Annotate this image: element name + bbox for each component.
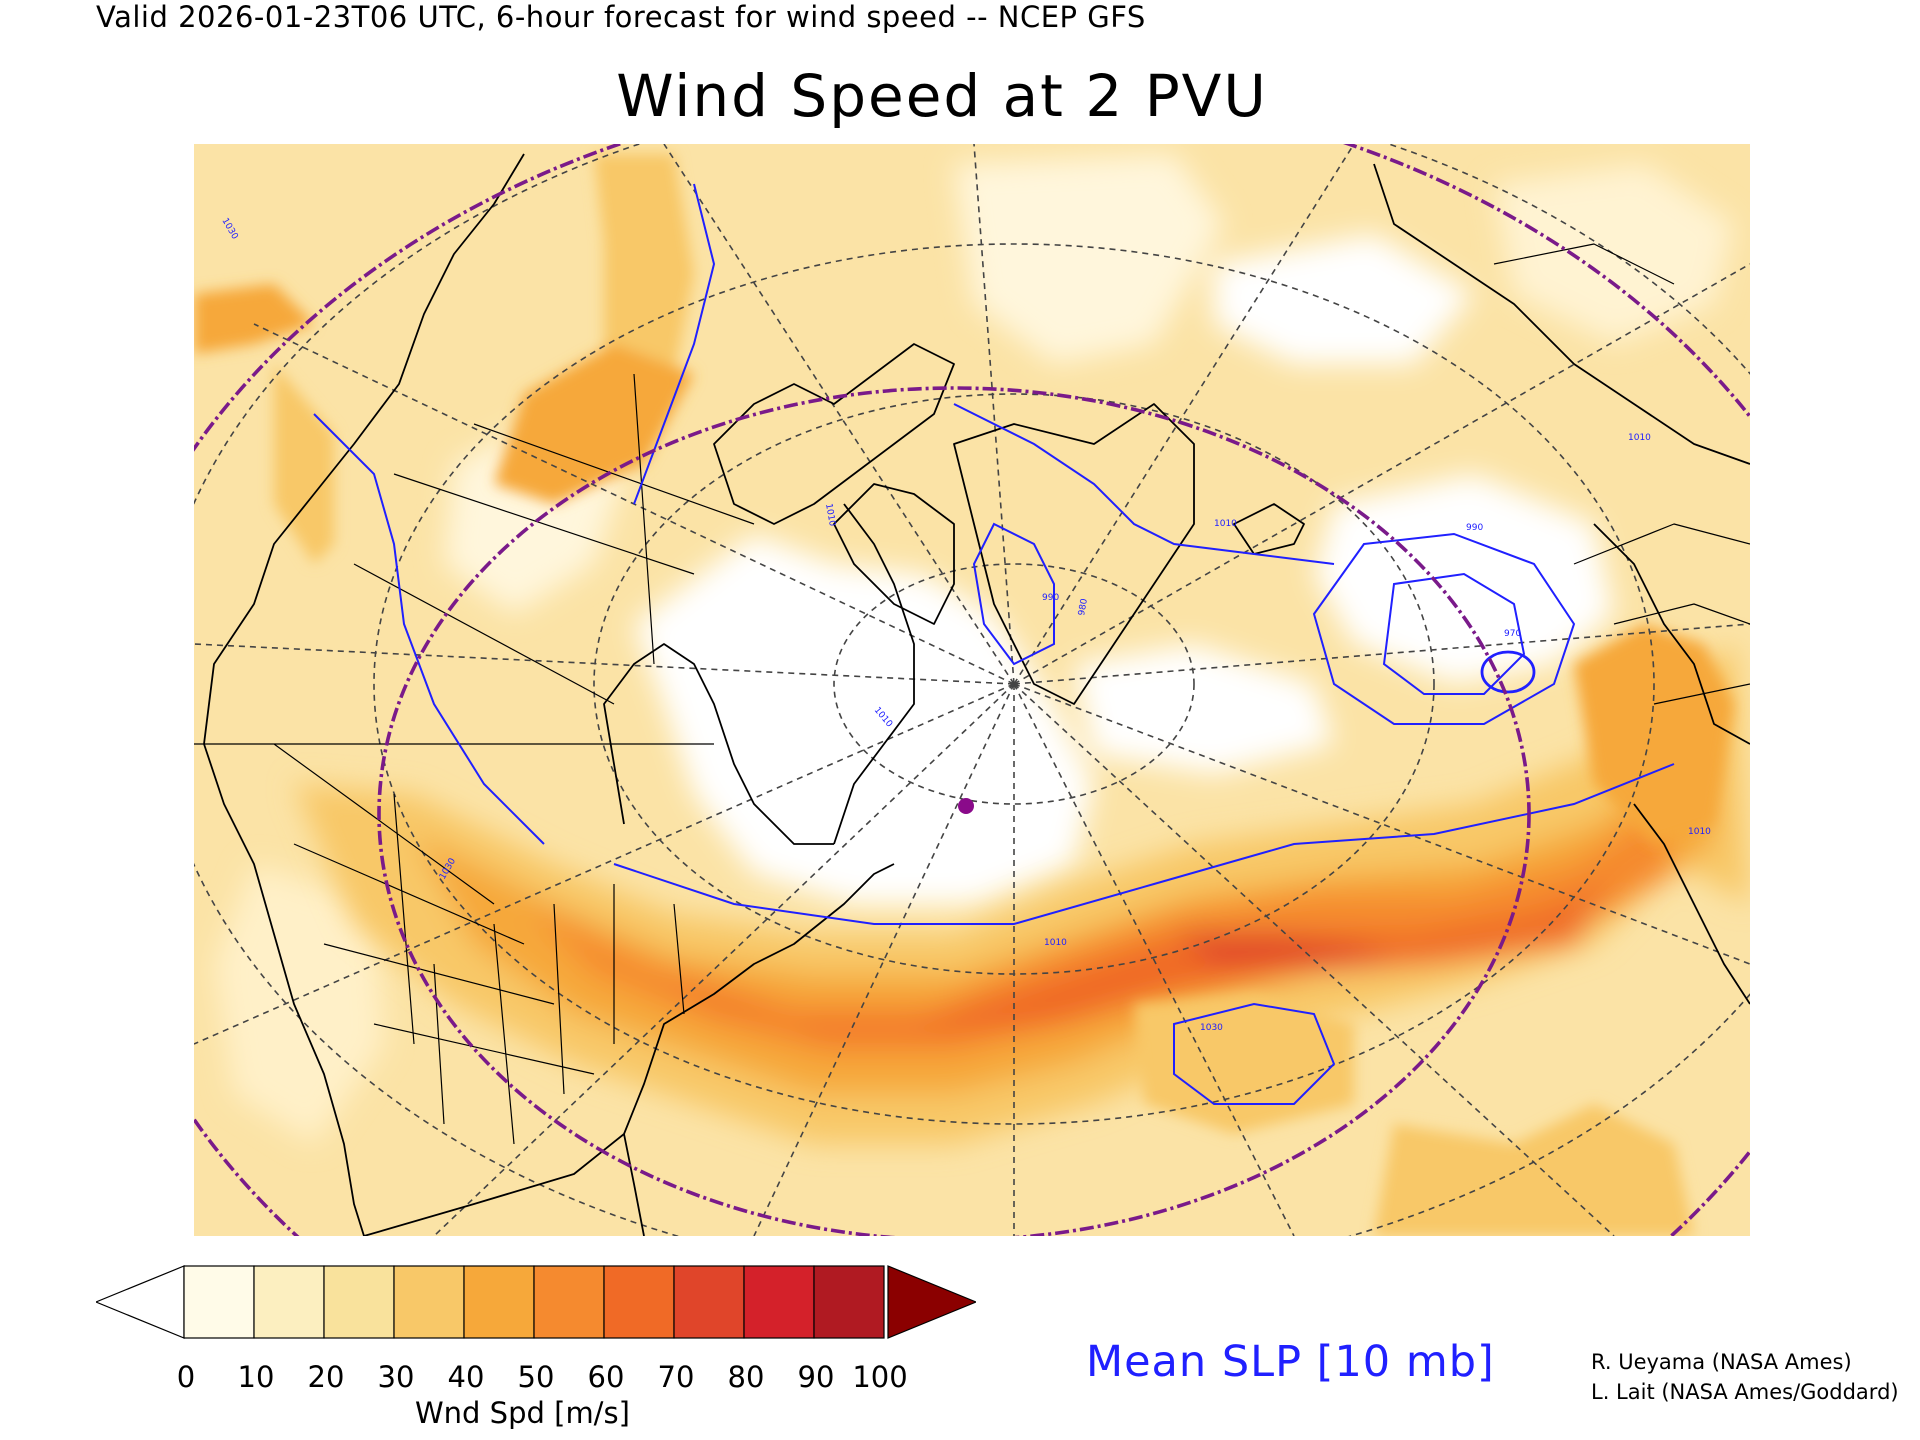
forecast-valid-line: Valid 2026-01-23T06 UTC, 6-hour forecast…	[96, 0, 1146, 34]
canada-provinces-borders	[353, 373, 755, 705]
grid-meridian	[1013, 683, 1615, 1236]
contour-label: 970	[1504, 629, 1521, 639]
grid-meridian	[1013, 683, 1295, 1236]
contour-label: 1010	[823, 503, 837, 528]
contour-label: 990	[1042, 593, 1059, 603]
slp-contour-990-greenland	[972, 522, 1055, 666]
contour-label: 980	[1077, 598, 1090, 617]
coastlines-and-borders	[194, 153, 1750, 1236]
us-state-borders	[194, 743, 714, 1145]
contour-label: 1030	[1200, 1023, 1223, 1033]
grid-latitude-circle	[833, 563, 1195, 805]
range-circle-inner	[377, 386, 1531, 1236]
labrador-coast	[833, 503, 915, 845]
colorbar-under-triangle	[96, 1265, 185, 1339]
colorbar-tick: 30	[377, 1360, 415, 1394]
credit-line: L. Lait (NASA Ames/Goddard)	[1591, 1380, 1899, 1404]
colorbar-bin	[253, 1265, 325, 1339]
slp-contour-1030-west	[313, 413, 545, 845]
colorbar-tick: 50	[517, 1360, 555, 1394]
europe-borders	[1493, 243, 1750, 705]
contour-label: 1010	[1688, 827, 1711, 837]
baffin-island	[833, 483, 955, 625]
colorbar-tick: 0	[176, 1360, 196, 1394]
colorbar-tick: 90	[797, 1360, 835, 1394]
grid-meridian	[1013, 263, 1750, 685]
wind-speed-colorbar	[96, 1265, 976, 1339]
colorbar-label: Wnd Spd [m/s]	[415, 1396, 630, 1430]
iceland-coast	[1233, 503, 1305, 555]
slp-contour-990-low	[1312, 532, 1576, 725]
grid-meridian	[1013, 144, 1355, 685]
grid-meridian	[433, 683, 1015, 1236]
colorbar-bin	[183, 1265, 255, 1339]
slp-contour-980-low	[1382, 572, 1526, 695]
colorbar-tick: 100	[852, 1360, 908, 1394]
scandinavia-coast	[1593, 523, 1750, 745]
colorbar-tick: 20	[307, 1360, 345, 1394]
north-america-coastline	[203, 153, 525, 1236]
contour-label: 1010	[1214, 519, 1237, 529]
wind-speed-map: 1030 1030 1030 1010 1010 1010 1010 1010 …	[194, 144, 1750, 1236]
location-marker	[958, 798, 974, 814]
grid-meridian	[1013, 623, 1750, 685]
contour-label: 1010	[1044, 938, 1067, 948]
colorbar-bin	[743, 1265, 815, 1339]
eurasia-coastline	[1373, 163, 1750, 465]
colorbar-bin	[393, 1265, 465, 1339]
colorbar-bin	[603, 1265, 675, 1339]
colorbar-bins	[183, 1265, 885, 1339]
contour-label-group: 1030 1030 1030 1010 1010 1010 1010 1010 …	[219, 217, 1711, 1034]
us-east-coastline	[363, 863, 895, 1236]
colorbar-bin	[673, 1265, 745, 1339]
colorbar-tick: 70	[657, 1360, 695, 1394]
colorbar-bin	[323, 1265, 395, 1339]
slp-contour-1010-north	[953, 403, 1335, 565]
wind-speed-field	[194, 144, 1750, 1236]
colorbar-tick: 60	[587, 1360, 625, 1394]
colorbar-tick: 10	[237, 1360, 275, 1394]
europe-coast	[1633, 803, 1750, 1005]
field-jet-stream	[294, 644, 1750, 1144]
hudson-bay-coast	[603, 643, 834, 845]
credit-line: R. Ueyama (NASA Ames)	[1591, 1350, 1852, 1374]
field-secondary-jets	[194, 154, 1734, 1236]
grid-meridian	[194, 643, 1015, 685]
colorbar-bin	[533, 1265, 605, 1339]
contour-label: 1010	[1628, 433, 1651, 443]
map-title: Wind Speed at 2 PVU	[616, 62, 1268, 130]
grid-meridian	[753, 683, 1015, 1236]
colorbar-tick: 40	[447, 1360, 485, 1394]
contour-label: 990	[1466, 523, 1483, 533]
purple-range-circles	[194, 144, 1750, 1236]
colorbar-tick: 80	[727, 1360, 765, 1394]
colorbar-bin	[463, 1265, 535, 1339]
grid-latitude-circle	[373, 243, 1655, 1125]
slp-contour-legend: Mean SLP [10 mb]	[1086, 1337, 1495, 1387]
grid-meridian	[973, 144, 1015, 685]
colorbar-over-triangle	[887, 1265, 976, 1339]
greenland-coast	[953, 403, 1195, 705]
field-low-wind-areas	[214, 154, 1734, 1144]
florida-coast	[623, 1133, 645, 1236]
slp-contour-970-center	[1480, 650, 1536, 694]
grid-meridian	[663, 144, 1015, 685]
colorbar-bin	[813, 1265, 885, 1339]
slp-contour-1030-azores	[1173, 1002, 1336, 1105]
